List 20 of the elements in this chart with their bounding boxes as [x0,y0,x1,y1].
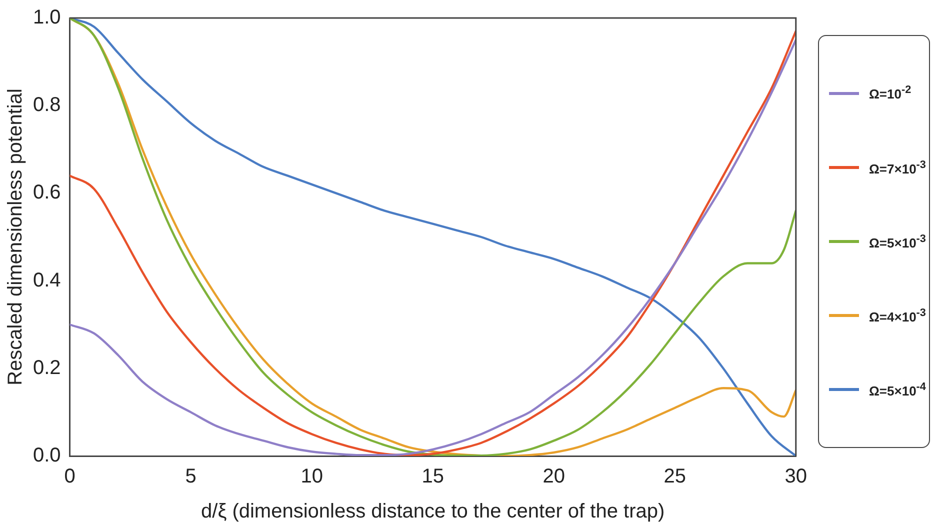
legend-label: Ω=7×10$^{-3}$ [869,158,926,176]
x-tick-label: 15 [422,466,444,488]
y-tick-label: 0.6 [32,182,61,204]
x-tick-label: 20 [542,466,565,488]
legend-label: Ω=10$^{-2}$ [869,84,912,102]
x-tick-label: 30 [784,466,807,488]
y-tick-label: 0.2 [32,356,61,379]
legend-label: Ω=5×10$^{-3}$ [869,232,926,250]
y-tick-label: 0.8 [32,94,61,116]
x-tick-label: 0 [64,466,76,488]
y-axis-title: Rescaled dimensionless potential [4,88,27,386]
y-tick-label: 1.0 [32,6,61,29]
x-tick-label: 10 [300,466,323,488]
legend-label: Ω=4×10$^{-3}$ [869,306,926,324]
x-axis-title: d/ξ (dimensionless distance to the center of the trap) [201,500,665,523]
legend-label: Ω=5×10$^{-4}$ [869,381,926,398]
x-tick-label: 25 [664,466,686,488]
y-tick-label: 0.0 [32,444,61,467]
x-tick-label: 5 [185,466,196,488]
y-tick-label: 0.4 [32,269,61,292]
